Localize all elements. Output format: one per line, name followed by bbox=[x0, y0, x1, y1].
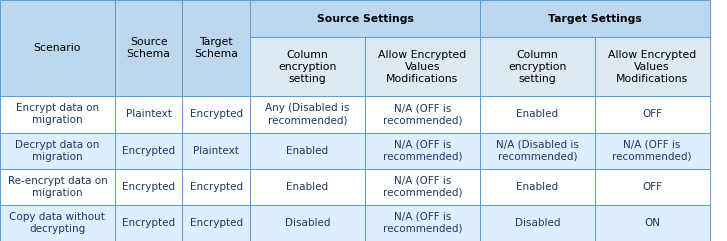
Bar bbox=[365, 96, 480, 133]
Text: N/A (OFF is
recommended): N/A (OFF is recommended) bbox=[382, 140, 462, 162]
Text: Encrypted: Encrypted bbox=[190, 182, 243, 192]
Bar bbox=[365, 205, 480, 241]
Text: Encrypted: Encrypted bbox=[190, 109, 243, 120]
Text: N/A (OFF is
recommended): N/A (OFF is recommended) bbox=[612, 140, 692, 162]
Bar bbox=[182, 0, 250, 96]
Text: N/A (OFF is
recommended): N/A (OFF is recommended) bbox=[382, 103, 462, 126]
Text: Encrypt data on
migration: Encrypt data on migration bbox=[16, 103, 99, 126]
Bar bbox=[250, 0, 480, 37]
Text: Allow Encrypted
Values
Modifications: Allow Encrypted Values Modifications bbox=[608, 50, 696, 84]
Text: Enabled: Enabled bbox=[286, 146, 329, 156]
Text: Source
Schema: Source Schema bbox=[126, 37, 171, 59]
Bar bbox=[250, 169, 365, 205]
Text: Re-encrypt data on
migration: Re-encrypt data on migration bbox=[7, 176, 108, 198]
Text: Encrypted: Encrypted bbox=[122, 146, 175, 156]
Bar bbox=[0, 0, 115, 96]
Text: N/A (Disabled is
recommended): N/A (Disabled is recommended) bbox=[496, 140, 579, 162]
Bar bbox=[115, 205, 182, 241]
Text: Column
encryption
setting: Column encryption setting bbox=[508, 50, 566, 84]
Bar bbox=[480, 37, 595, 96]
Text: ON: ON bbox=[644, 218, 660, 228]
Bar bbox=[250, 96, 365, 133]
Text: OFF: OFF bbox=[642, 182, 662, 192]
Text: Disabled: Disabled bbox=[285, 218, 330, 228]
Bar bbox=[595, 169, 710, 205]
Bar bbox=[0, 169, 115, 205]
Bar bbox=[595, 205, 710, 241]
Text: Enabled: Enabled bbox=[516, 109, 558, 120]
Bar bbox=[480, 0, 710, 37]
Bar bbox=[480, 96, 595, 133]
Bar bbox=[115, 0, 182, 96]
Bar bbox=[250, 205, 365, 241]
Text: Enabled: Enabled bbox=[516, 182, 558, 192]
Bar bbox=[115, 133, 182, 169]
Bar bbox=[595, 133, 710, 169]
Text: Encrypted: Encrypted bbox=[122, 182, 175, 192]
Text: Disabled: Disabled bbox=[515, 218, 560, 228]
Bar bbox=[365, 169, 480, 205]
Bar bbox=[0, 96, 115, 133]
Bar bbox=[115, 96, 182, 133]
Bar bbox=[0, 205, 115, 241]
Text: Any (Disabled is
recommended): Any (Disabled is recommended) bbox=[265, 103, 350, 126]
Bar bbox=[182, 169, 250, 205]
Text: Plaintext: Plaintext bbox=[193, 146, 239, 156]
Bar bbox=[0, 133, 115, 169]
Bar bbox=[182, 96, 250, 133]
Text: Decrypt data on
migration: Decrypt data on migration bbox=[15, 140, 100, 162]
Text: Encrypted: Encrypted bbox=[190, 218, 243, 228]
Bar bbox=[250, 133, 365, 169]
Text: Copy data without
decrypting: Copy data without decrypting bbox=[9, 212, 105, 234]
Text: OFF: OFF bbox=[642, 109, 662, 120]
Bar bbox=[250, 37, 365, 96]
Text: Plaintext: Plaintext bbox=[126, 109, 172, 120]
Bar bbox=[595, 96, 710, 133]
Text: N/A (OFF is
recommended): N/A (OFF is recommended) bbox=[382, 212, 462, 234]
Bar bbox=[365, 37, 480, 96]
Bar bbox=[365, 133, 480, 169]
Bar bbox=[182, 205, 250, 241]
Text: Source Settings: Source Settings bbox=[316, 14, 414, 24]
Bar bbox=[480, 169, 595, 205]
Text: Target
Schema: Target Schema bbox=[194, 37, 238, 59]
Text: Target Settings: Target Settings bbox=[548, 14, 641, 24]
Bar bbox=[115, 169, 182, 205]
Text: Scenario: Scenario bbox=[33, 43, 81, 53]
Text: Enabled: Enabled bbox=[286, 182, 329, 192]
Text: Allow Encrypted
Values
Modifications: Allow Encrypted Values Modifications bbox=[378, 50, 467, 84]
Text: Column
encryption
setting: Column encryption setting bbox=[278, 50, 337, 84]
Bar bbox=[480, 133, 595, 169]
Text: Encrypted: Encrypted bbox=[122, 218, 175, 228]
Bar bbox=[595, 37, 710, 96]
Text: N/A (OFF is
recommended): N/A (OFF is recommended) bbox=[382, 176, 462, 198]
Bar bbox=[182, 133, 250, 169]
Bar bbox=[480, 205, 595, 241]
